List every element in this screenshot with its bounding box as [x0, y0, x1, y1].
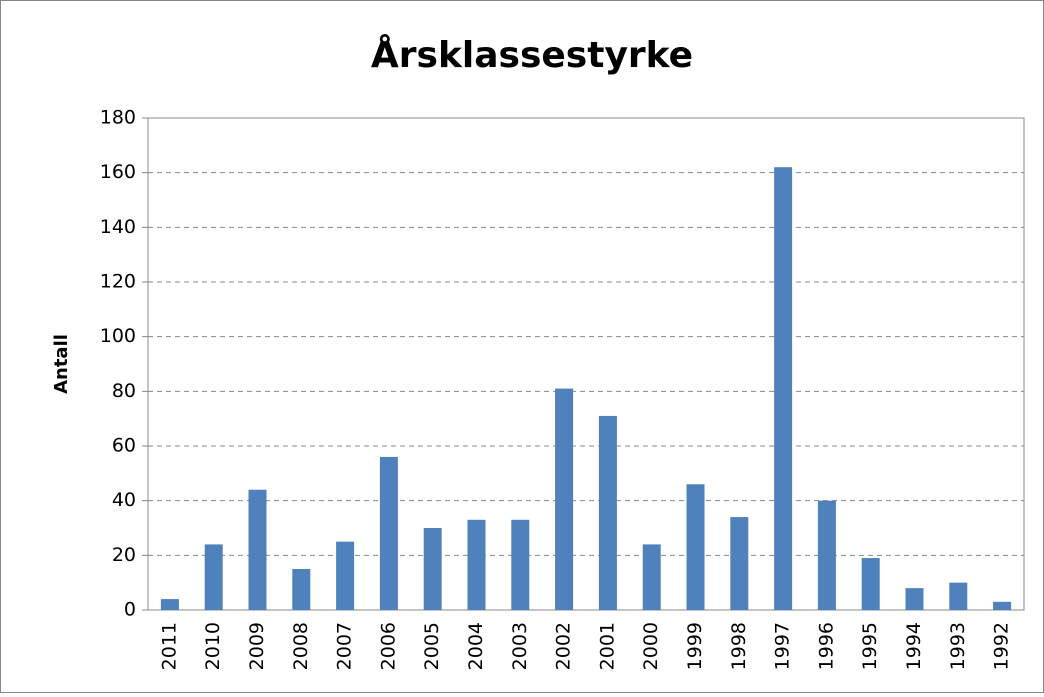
y-tick-label: 100: [100, 325, 136, 347]
x-tick-label: 1992: [991, 622, 1013, 670]
bar: [423, 528, 442, 610]
x-tick-label: 2003: [509, 622, 531, 670]
x-tick-label: 2002: [553, 622, 575, 670]
bar: [511, 519, 530, 610]
bar: [336, 541, 355, 610]
bar: [817, 500, 836, 610]
y-tick-label: 180: [100, 107, 136, 129]
x-tick-label: 2001: [596, 622, 618, 670]
x-tick-label: 2007: [334, 622, 356, 670]
x-tick-label: 2006: [377, 622, 399, 670]
bar: [949, 582, 968, 610]
bar: [598, 415, 617, 610]
y-tick-label: 80: [112, 380, 136, 402]
x-tick-label: 1999: [684, 622, 706, 670]
bar: [292, 569, 311, 610]
y-tick-label: 140: [100, 216, 136, 238]
bar: [642, 544, 661, 610]
y-tick-label: 40: [112, 489, 136, 511]
y-tick-label: 120: [100, 271, 136, 293]
bar: [774, 167, 793, 610]
chart-title: Årsklassestyrke: [371, 34, 693, 76]
x-tick-label: 2005: [421, 622, 443, 670]
bar: [861, 558, 880, 610]
x-tick-label: 1994: [903, 622, 925, 670]
y-tick-label: 160: [100, 161, 136, 183]
bar: [730, 517, 749, 610]
bar: [686, 484, 705, 610]
y-tick-label: 20: [112, 544, 136, 566]
y-axis-label: Antall: [51, 334, 72, 394]
x-tick-label: 1995: [859, 622, 881, 670]
bar: [248, 489, 267, 610]
x-tick-label: 1993: [947, 622, 969, 670]
x-tick-label: 2008: [290, 622, 312, 670]
bar: [905, 588, 924, 610]
y-tick-label: 0: [124, 599, 136, 621]
y-tick-label: 60: [112, 435, 136, 457]
x-tick-label: 1996: [815, 622, 837, 670]
x-tick-label: 2000: [640, 622, 662, 670]
x-tick-label: 2004: [465, 622, 487, 670]
x-tick-label: 2009: [246, 622, 268, 670]
plot-area: [147, 117, 1025, 611]
x-tick-label: 1998: [728, 622, 750, 670]
bar: [993, 601, 1012, 610]
x-tick-label: 2011: [158, 622, 180, 670]
x-tick-label: 1997: [772, 622, 794, 670]
bar: [160, 599, 179, 610]
x-tick-label: 2010: [202, 622, 224, 670]
bar: [379, 456, 398, 610]
bar: [555, 388, 574, 610]
bar: [204, 544, 223, 610]
bar: [467, 519, 486, 610]
